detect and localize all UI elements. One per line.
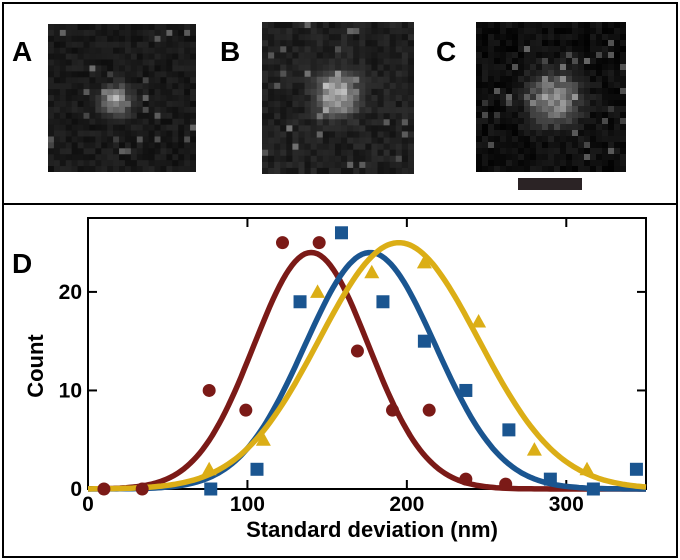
data-point-series-1 — [499, 477, 513, 491]
data-point-series-3 — [310, 284, 326, 298]
data-point-series-3 — [201, 461, 217, 476]
micrograph-b — [262, 22, 414, 174]
fit-curve-series-2 — [88, 249, 646, 492]
data-point-series-3 — [255, 432, 271, 446]
y-axis-title: Count — [23, 334, 48, 398]
data-point-series-2 — [250, 462, 264, 476]
data-point-series-2 — [459, 383, 473, 397]
data-point-series-3 — [416, 254, 432, 269]
x-tick-label: 300 — [549, 493, 584, 516]
data-point-series-1 — [239, 403, 253, 417]
data-point-series-3 — [364, 264, 380, 279]
data-point-series-3 — [579, 461, 595, 476]
x-axis-title: Standard deviation (nm) — [246, 517, 498, 542]
data-point-series-2 — [629, 462, 643, 476]
data-point-series-2 — [586, 482, 600, 496]
panel-frame-bottom — [2, 203, 678, 558]
data-point-series-1 — [97, 482, 111, 496]
data-point-series-2 — [417, 334, 431, 348]
data-point-series-2 — [204, 482, 218, 496]
data-point-series-1 — [422, 403, 436, 417]
plot-area — [87, 217, 647, 490]
data-point-series-3 — [526, 442, 542, 456]
fit-curve-series-1 — [87, 249, 646, 492]
data-point-series-2 — [543, 472, 557, 486]
panel-label-c: C — [436, 36, 457, 67]
data-point-series-1 — [135, 482, 149, 496]
data-point-series-2 — [293, 295, 307, 309]
panel-label-d: D — [12, 248, 32, 279]
fit-curve-series-3 — [88, 239, 647, 492]
data-point-series-1 — [276, 236, 290, 250]
micrograph-a — [48, 24, 196, 172]
data-point-series-1 — [312, 236, 326, 250]
micrograph-c — [476, 22, 626, 172]
data-point-series-2 — [376, 295, 390, 309]
y-tick-label: 20 — [59, 281, 82, 304]
y-tick-label: 0 — [70, 478, 82, 501]
scale-bar — [518, 178, 582, 190]
panel-label-a: A — [12, 36, 33, 67]
x-tick-label: 100 — [230, 493, 265, 516]
x-tick-label: 0 — [82, 493, 94, 516]
data-point-series-2 — [502, 423, 516, 437]
x-tick-label: 200 — [389, 493, 424, 516]
panel-label-b: B — [220, 36, 241, 67]
data-point-series-1 — [386, 403, 400, 417]
data-point-series-3 — [471, 313, 487, 328]
data-point-series-2 — [334, 226, 348, 240]
y-tick-label: 10 — [59, 379, 82, 402]
data-point-series-1 — [459, 472, 473, 486]
data-point-series-1 — [202, 383, 216, 397]
data-point-series-1 — [350, 344, 364, 358]
